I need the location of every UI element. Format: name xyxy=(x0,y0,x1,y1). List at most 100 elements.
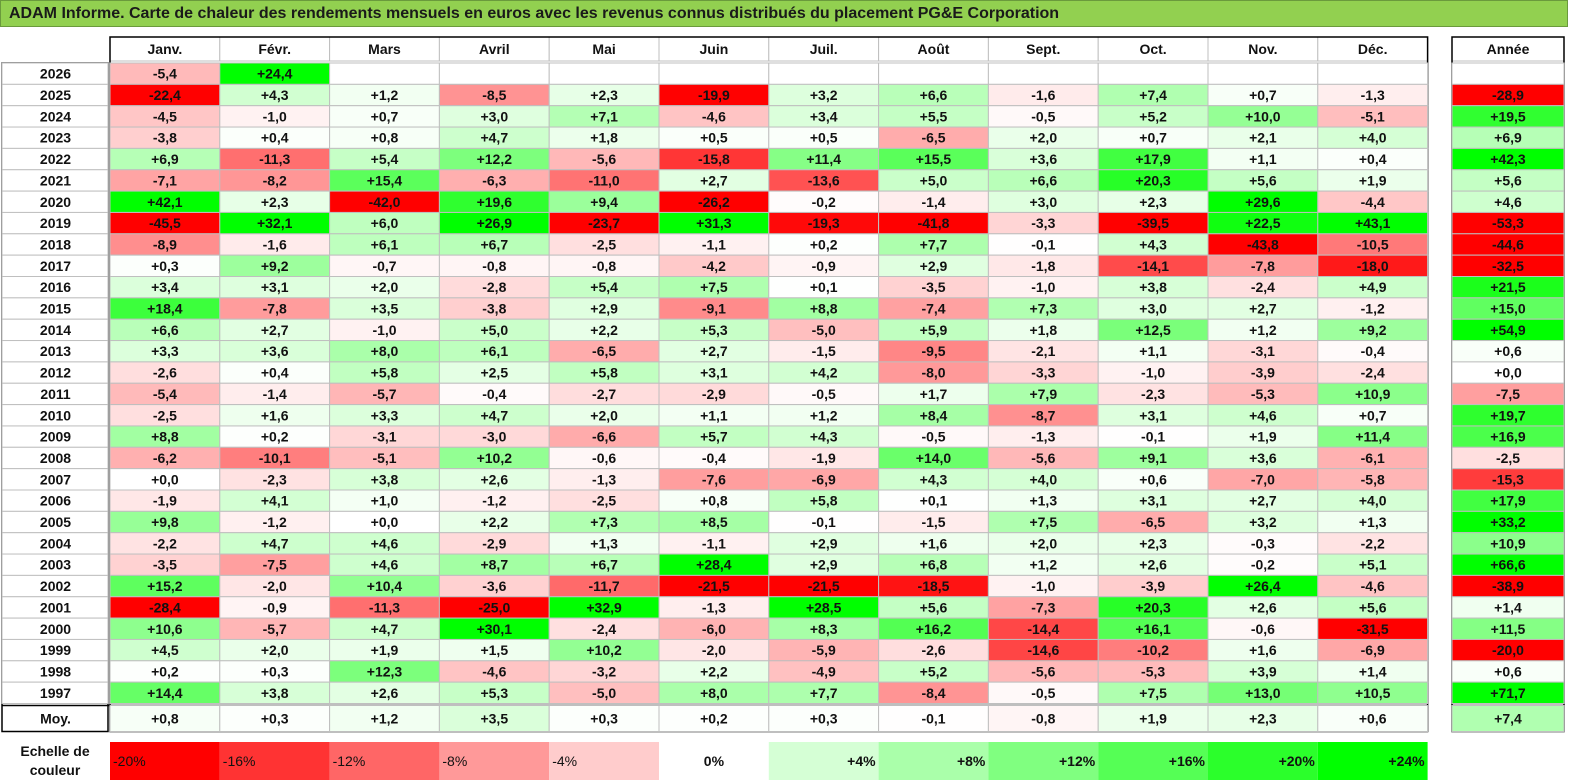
color-scale-swatch xyxy=(439,742,550,780)
cell-value: +1,8 xyxy=(590,130,618,146)
cell-value: +10,6 xyxy=(147,621,183,637)
table-row: 2001 -28,4 -0,9 -11,3 -25,0 +32,9 -1,3 +28,5 +5,… xyxy=(1,596,1565,619)
cell-value: +6,6 xyxy=(920,87,948,103)
cell-value: +1,8 xyxy=(1029,322,1057,338)
cell-value: -1,6 xyxy=(1031,87,1055,103)
year-label: 2004 xyxy=(40,535,71,551)
table-row: 2003 -3,5 -7,5 +4,6 +8,7 +6,7 +28,4 +2,9 +6,8 +1,… xyxy=(1,553,1565,576)
cell-value: +6,6 xyxy=(151,322,179,338)
cell-value: +3,9 xyxy=(1249,663,1277,679)
cell-value: -5,0 xyxy=(812,322,836,338)
color-scale-swatch xyxy=(878,742,989,780)
cell-value: -14,1 xyxy=(1137,258,1169,274)
cell-value: -2,6 xyxy=(153,365,177,381)
year-label: 2016 xyxy=(40,279,71,295)
cell-value: +2,6 xyxy=(1139,557,1167,573)
cell-value: -8,0 xyxy=(921,365,945,381)
average-cell xyxy=(1317,705,1429,732)
cell-value: +10,5 xyxy=(1355,685,1391,701)
cell-value: +0,1 xyxy=(920,493,948,509)
cell-value: +9,8 xyxy=(151,514,179,530)
table-row: 2008 -6,2 -10,1 -5,1 +10,2 -0,6 -0,4 -1,9 +14,0 -… xyxy=(1,446,1565,470)
color-scale-value: +16% xyxy=(1169,753,1206,769)
cell-value: -7,1 xyxy=(153,172,177,188)
cell-value: +0,4 xyxy=(1359,151,1387,167)
average-value: +1,9 xyxy=(1139,711,1167,727)
year-label: 2007 xyxy=(40,471,71,487)
cell-value: +0,8 xyxy=(371,130,399,146)
cell-value: -2,3 xyxy=(263,471,287,487)
annual-value: +66,6 xyxy=(1490,557,1526,573)
table-row: 2018 -8,9 -1,6 +6,1 +6,7 -2,5 -1,1 +0,2 +7,7 -0,1… xyxy=(1,233,1565,256)
table-row: 2007 +0,0 -2,3 +3,8 +2,6 -1,3 -7,6 -6,9 +4,3 +4,0… xyxy=(1,468,1565,491)
month-header-label: Mai xyxy=(592,41,615,57)
cell-value: +0,7 xyxy=(1359,407,1387,423)
average-cell xyxy=(548,705,660,732)
year-label: 2024 xyxy=(40,108,71,124)
annual-value: +15,0 xyxy=(1490,301,1526,317)
cell-value: +4,1 xyxy=(261,493,289,509)
cell-value: -1,3 xyxy=(1361,87,1385,103)
cell-value: +7,4 xyxy=(1139,87,1167,103)
year-label: 2022 xyxy=(40,151,71,167)
table-row: 2012 -2,6 +0,4 +5,8 +2,5 +5,8 +3,1 +4,2 -8,0 -3,3… xyxy=(1,361,1565,384)
year-label: 2021 xyxy=(40,172,71,188)
cell-value: +7,1 xyxy=(590,108,618,124)
color-scale-value: +12% xyxy=(1059,753,1096,769)
color-scale-value: +8% xyxy=(957,753,986,769)
year-label: 2012 xyxy=(40,365,71,381)
cell-value: +1,1 xyxy=(1249,151,1277,167)
average-value: +0,6 xyxy=(1359,711,1387,727)
cell-value: -3,8 xyxy=(153,130,177,146)
cell-value: +4,7 xyxy=(480,407,508,423)
cell-value: -18,5 xyxy=(918,578,950,594)
color-scale-swatch xyxy=(1208,742,1318,780)
cell-value: -2,6 xyxy=(921,642,945,658)
average-value: +0,3 xyxy=(810,711,838,727)
cell-value: +5,3 xyxy=(480,685,508,701)
cell-value: -15,8 xyxy=(698,151,730,167)
cell-value: -39,5 xyxy=(1137,215,1169,231)
cell-value: -5,7 xyxy=(372,386,396,402)
cell-value: +2,3 xyxy=(1139,194,1167,210)
cell-value: +4,7 xyxy=(371,621,399,637)
cell-value: -0,5 xyxy=(812,386,836,402)
cell-value: -4,6 xyxy=(482,663,506,679)
year-cell xyxy=(1,681,109,705)
month-header-cell xyxy=(548,36,660,62)
cell-value: +6,9 xyxy=(151,151,179,167)
cell-value: -4,4 xyxy=(1361,194,1385,210)
cell-value: +15,2 xyxy=(147,578,183,594)
cell-value: +6,8 xyxy=(920,557,948,573)
cell-value: +30,1 xyxy=(477,621,513,637)
cell-value: -3,1 xyxy=(372,429,396,445)
cell-value: -4,6 xyxy=(702,108,726,124)
cell-value: +5,2 xyxy=(1139,108,1167,124)
cell-value: +7,7 xyxy=(810,685,838,701)
average-cell xyxy=(878,705,989,732)
year-label: 2025 xyxy=(40,87,71,103)
cell-value: +26,9 xyxy=(477,215,513,231)
average-value: +1,2 xyxy=(371,711,399,727)
cell-value: -0,7 xyxy=(372,258,396,274)
month-header-label: Août xyxy=(918,41,950,57)
cell-value: +1,9 xyxy=(371,642,399,658)
annual-value: +17,9 xyxy=(1490,493,1526,509)
cell-value: +1,9 xyxy=(1249,429,1277,445)
average-value: +0,2 xyxy=(700,711,728,727)
cell-value: +2,6 xyxy=(480,471,508,487)
cell-value: -3,3 xyxy=(1031,365,1055,381)
heatmap-cell xyxy=(329,62,440,85)
year-label: 2001 xyxy=(40,599,71,615)
heatmap-cell xyxy=(438,62,550,85)
table-row: 2026 -5,4 +24,4 xyxy=(1,62,1565,85)
cell-value: -0,5 xyxy=(1031,108,1055,124)
cell-value: -9,5 xyxy=(921,343,945,359)
annual-value: +0,0 xyxy=(1494,365,1522,381)
cell-value: -21,5 xyxy=(808,578,840,594)
cell-value: -10,5 xyxy=(1357,236,1389,252)
average-annual-cell xyxy=(1451,705,1565,732)
cell-value: +5,6 xyxy=(920,599,948,615)
cell-value: -1,1 xyxy=(702,236,726,252)
cell-value: +15,5 xyxy=(916,151,952,167)
